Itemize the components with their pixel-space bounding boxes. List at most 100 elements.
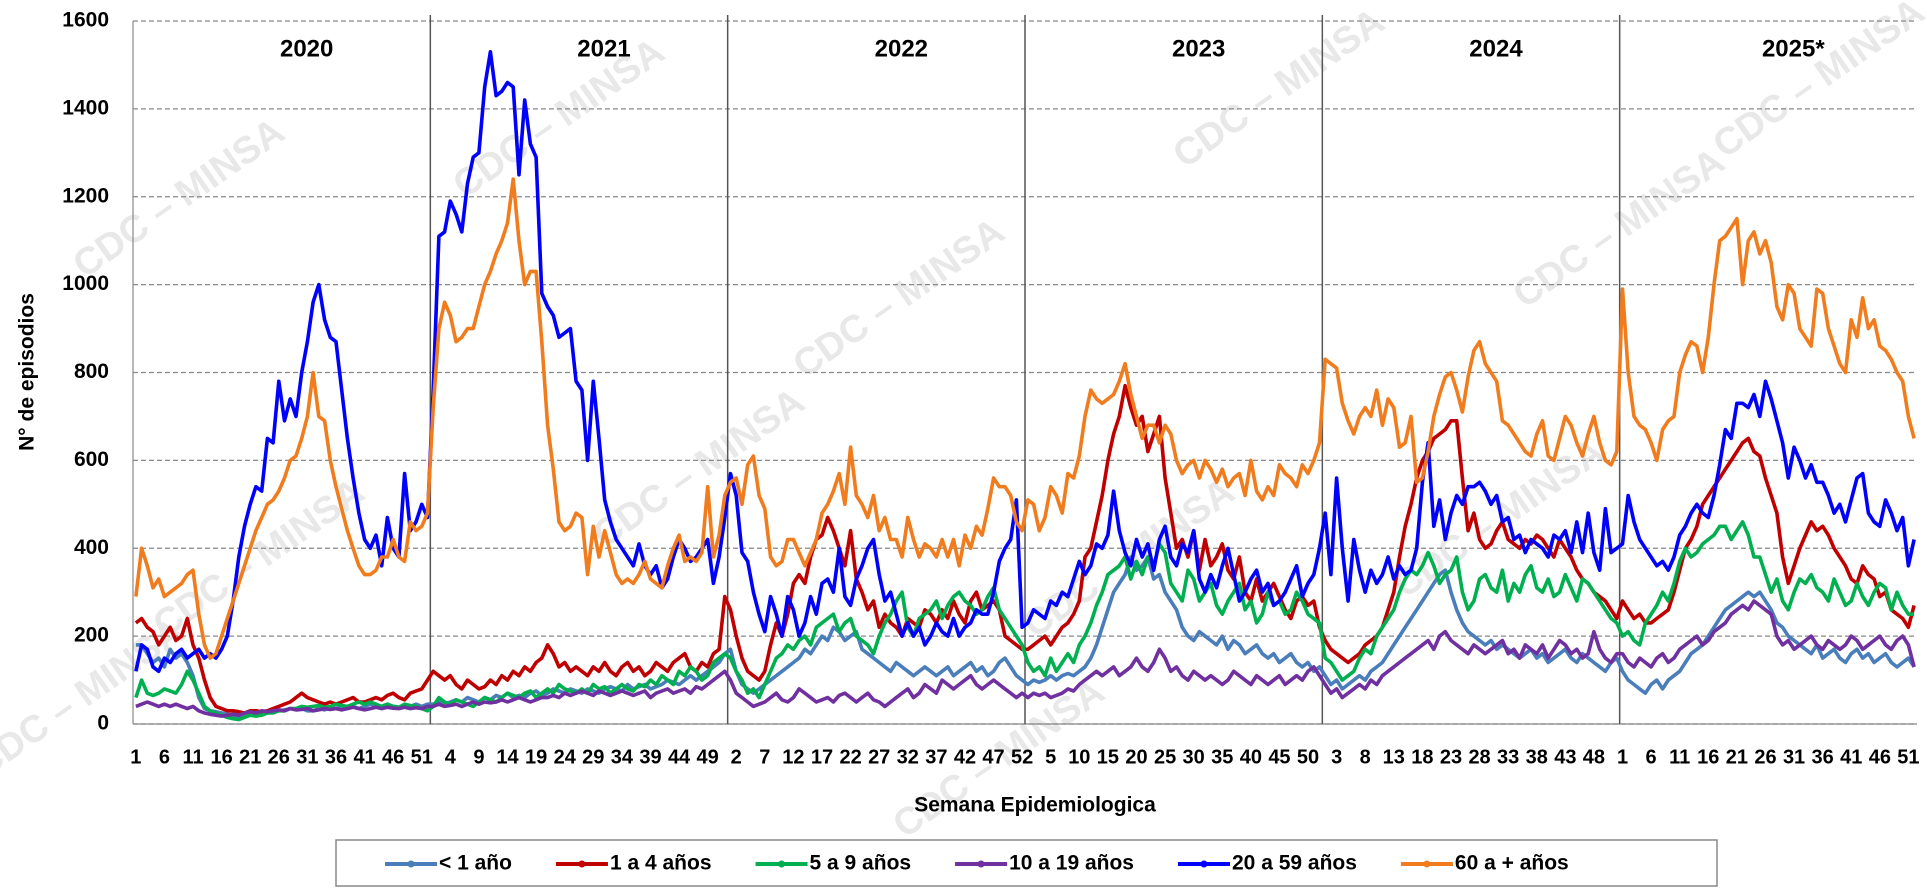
legend-marker (778, 860, 786, 868)
x-tick-label: 36 (325, 746, 347, 768)
x-tick-label: 28 (1468, 746, 1490, 768)
x-tick-label: 14 (496, 746, 519, 768)
x-tick-label: 18 (1411, 746, 1433, 768)
legend-marker (977, 860, 985, 868)
x-tick-label: 49 (697, 746, 719, 768)
x-tick-label: 21 (1726, 746, 1748, 768)
x-tick-label: 30 (1183, 746, 1205, 768)
x-tick-label: 29 (582, 746, 604, 768)
x-tick-label: 51 (1897, 746, 1919, 768)
y-tick-label: 600 (74, 448, 109, 471)
x-tick-label: 37 (925, 746, 947, 768)
x-tick-label: 23 (1440, 746, 1462, 768)
y-tick-label: 400 (74, 536, 109, 559)
x-tick-label: 41 (353, 746, 375, 768)
x-tick-label: 11 (1669, 746, 1690, 768)
x-tick-label: 22 (839, 746, 861, 768)
x-tick-label: 36 (1812, 746, 1834, 768)
y-tick-label: 800 (74, 360, 109, 383)
x-tick-label: 26 (1754, 746, 1776, 768)
x-tick-label: 10 (1068, 746, 1090, 768)
x-tick-label: 40 (1240, 746, 1262, 768)
x-tick-label: 17 (811, 746, 833, 768)
x-tick-label: 16 (211, 746, 233, 768)
series-line (134, 177, 1916, 660)
legend-marker (1200, 860, 1208, 868)
x-tick-label: 48 (1583, 746, 1605, 768)
legend-label: 10 a 19 años (1009, 852, 1134, 875)
x-tick-label: 21 (239, 746, 261, 768)
x-tick-label: 39 (639, 746, 661, 768)
x-tick-label: 6 (159, 746, 170, 768)
year-label: 2022 (875, 35, 928, 62)
x-tick-label: 4 (445, 746, 457, 768)
y-tick-label: 0 (97, 712, 109, 735)
legend-marker (578, 860, 586, 868)
x-tick-label: 33 (1497, 746, 1519, 768)
x-tick-label: 43 (1554, 746, 1576, 768)
y-tick-label: 1400 (62, 96, 109, 119)
x-tick-label: 51 (411, 746, 433, 768)
watermark: CDC – MINSA (1506, 140, 1732, 316)
legend-marker (407, 860, 415, 868)
legend-label: 1 a 4 años (610, 852, 712, 875)
x-tick-label: 26 (268, 746, 290, 768)
x-tick-label: 41 (1840, 746, 1862, 768)
x-tick-label: 34 (611, 746, 634, 768)
series-line (135, 555, 1916, 718)
year-label: 2023 (1172, 35, 1225, 62)
year-label: 2025* (1762, 35, 1825, 62)
x-tick-label: 11 (182, 746, 203, 768)
legend-label: 5 a 9 años (810, 852, 912, 875)
x-tick-label: 25 (1154, 746, 1176, 768)
x-tick-label: 12 (782, 746, 804, 768)
x-tick-label: 32 (897, 746, 919, 768)
x-tick-label: 2 (731, 746, 742, 768)
x-tick-label: 46 (1869, 746, 1891, 768)
y-axis-title: N° de episodios (16, 293, 39, 451)
x-tick-label: 8 (1360, 746, 1371, 768)
x-tick-label: 47 (982, 746, 1004, 768)
x-tick-label: 6 (1646, 746, 1657, 768)
x-tick-label: 27 (868, 746, 890, 768)
x-tick-label: 5 (1045, 746, 1056, 768)
x-tick-label: 7 (759, 746, 770, 768)
x-tick-label: 35 (1211, 746, 1233, 768)
x-tick-label: 9 (473, 746, 484, 768)
x-tick-label: 42 (954, 746, 976, 768)
x-tick-label: 45 (1268, 746, 1290, 768)
x-tick-label: 13 (1383, 746, 1405, 768)
watermark: CDC – MINSA (1706, 0, 1927, 166)
y-tick-label: 1200 (62, 184, 109, 207)
legend-label: 20 a 59 años (1232, 852, 1357, 875)
x-tick-label: 50 (1297, 746, 1319, 768)
x-tick-label: 44 (668, 746, 691, 768)
x-axis-title: Semana Epidemiologica (914, 794, 1156, 817)
x-tick-label: 24 (554, 746, 577, 768)
x-tick-label: 16 (1697, 746, 1719, 768)
y-tick-label: 1600 (62, 9, 109, 32)
x-tick-label: 46 (382, 746, 404, 768)
x-tick-label: 19 (525, 746, 547, 768)
watermark: CDC – MINSA (1166, 0, 1392, 176)
x-tick-label: 31 (1783, 746, 1805, 768)
x-tick-label: 1 (1617, 746, 1628, 768)
x-tick-label: 31 (296, 746, 318, 768)
x-tick-label: 15 (1097, 746, 1119, 768)
x-tick-label: 1 (130, 746, 141, 768)
watermark: CDC – MINSA (446, 30, 672, 206)
x-tick-label: 52 (1011, 746, 1033, 768)
legend-label: 60 a + años (1455, 852, 1569, 875)
y-tick-label: 1000 (62, 272, 109, 295)
x-tick-label: 38 (1526, 746, 1548, 768)
year-label: 2020 (280, 35, 333, 62)
watermark: CDC – MINSA (786, 210, 1012, 386)
x-tick-label: 20 (1125, 746, 1147, 768)
year-label: 2021 (577, 35, 630, 62)
legend-label: < 1 año (439, 852, 512, 875)
year-label: 2024 (1469, 35, 1523, 62)
series-line (135, 599, 1916, 718)
y-tick-label: 200 (74, 624, 109, 647)
watermark: CDC – MINSA (586, 380, 812, 556)
x-tick-label: 3 (1331, 746, 1342, 768)
